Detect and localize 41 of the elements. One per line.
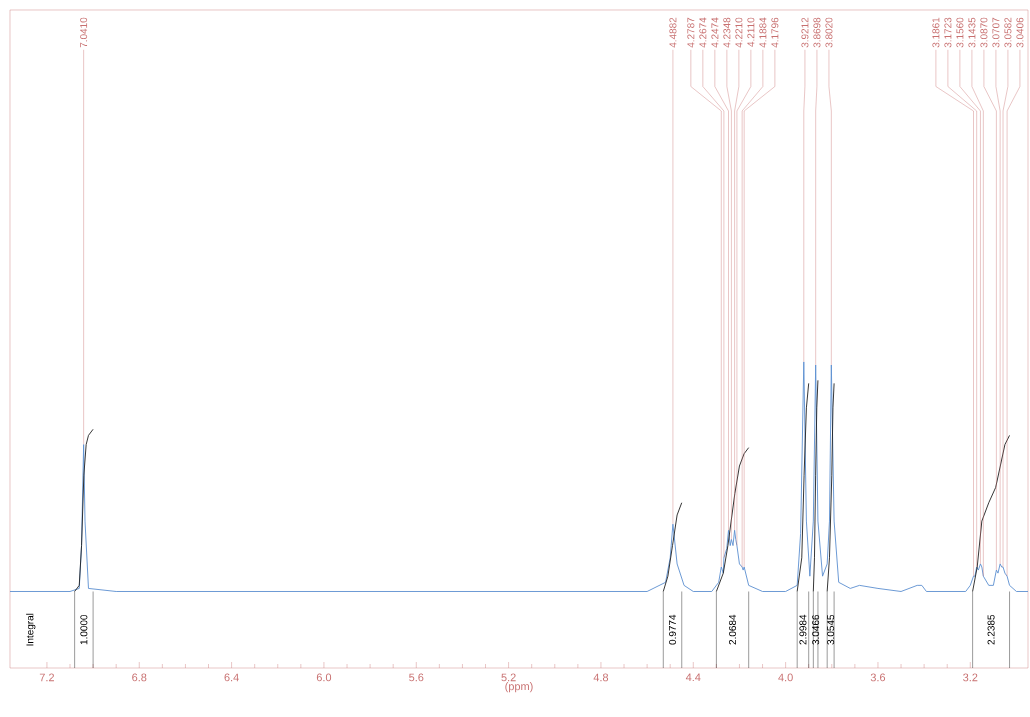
annotation: 4.2348	[723, 17, 731, 48]
x-tick-label: 6.0	[316, 673, 332, 682]
annotation: 2.9984	[799, 614, 807, 645]
annotation: 4.2110	[747, 17, 755, 47]
annotation: 4.2674	[699, 17, 707, 48]
x-tick-label: 3.2	[963, 673, 978, 682]
annotation: 2.0684	[729, 614, 737, 645]
annotation: 3.1861	[932, 17, 940, 48]
annotation: 3.1435	[968, 17, 976, 48]
annotation: 3.8698	[813, 17, 821, 48]
annotation: 4.1796	[771, 17, 779, 48]
annotation: 2.2385	[987, 614, 995, 645]
annotation: 3.0545	[827, 614, 835, 645]
x-tick-label: 3.6	[870, 673, 886, 682]
annotation: 4.2787	[687, 17, 695, 48]
annotation: 3.1560	[956, 17, 964, 48]
annotation: 3.0466	[812, 614, 820, 645]
x-axis-title: (ppm)	[505, 682, 533, 693]
annotation: 4.2474	[711, 17, 719, 48]
annotation: 3.0406	[1016, 17, 1024, 48]
annotation: Integral	[26, 613, 36, 646]
x-tick-label: 4.8	[593, 673, 609, 682]
annotation: 0.9774	[668, 614, 677, 645]
x-tick-label: 5.2	[501, 673, 516, 682]
x-tick-label: 5.6	[409, 673, 424, 682]
annotation: 3.0707	[992, 17, 1000, 48]
annotation: 3.0870	[980, 17, 988, 48]
x-tick-label: 4.4	[685, 673, 701, 682]
x-tick-label: 6.4	[224, 673, 239, 682]
x-tick-label: 4.0	[778, 673, 793, 682]
annotation: 3.8020	[825, 17, 833, 48]
annotation: 4.4882	[669, 17, 677, 48]
x-tick-label: 6.8	[132, 673, 147, 682]
annotation: 7.0410	[80, 17, 88, 48]
annotation: 4.1884	[759, 17, 767, 48]
annotation: 3.9212	[801, 17, 809, 48]
annotation: 4.2210	[735, 17, 743, 48]
annotation: 3.0582	[1004, 17, 1012, 48]
x-tick-label: 7.2	[39, 673, 54, 682]
annotation: 1.0000	[80, 614, 88, 645]
annotation: 3.1723	[944, 17, 952, 48]
